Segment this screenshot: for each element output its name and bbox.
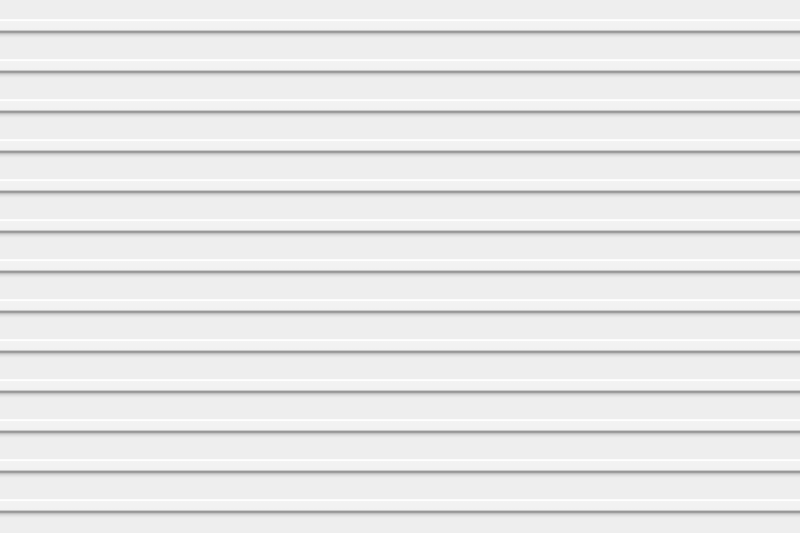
horizontal-siding-texture — [0, 0, 800, 533]
